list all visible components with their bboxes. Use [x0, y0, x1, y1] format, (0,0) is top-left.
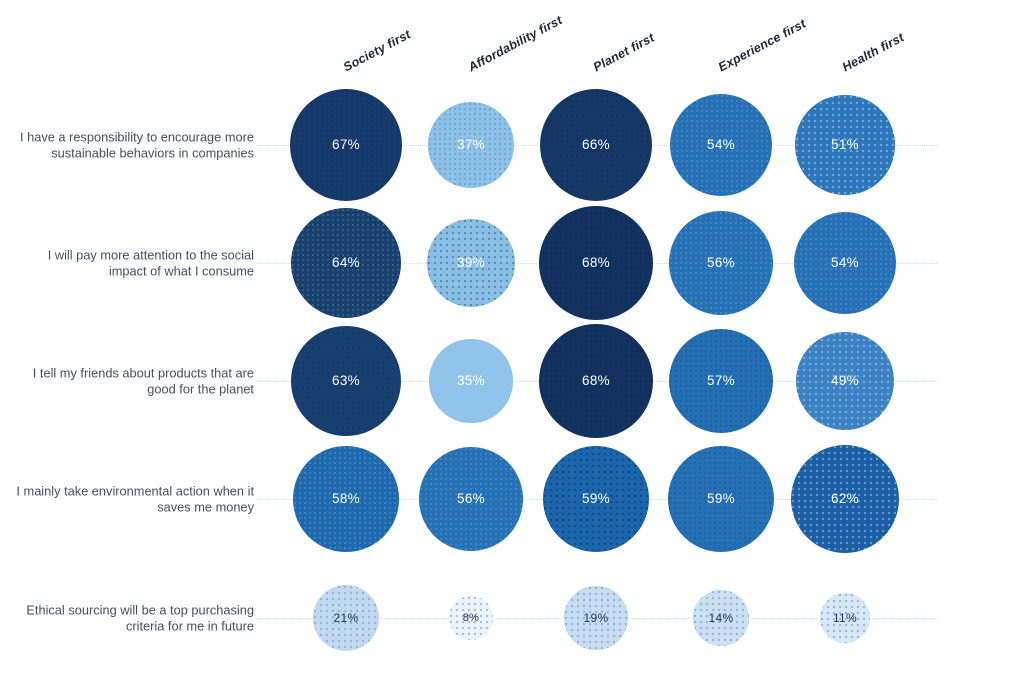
bubble-value: 68% — [582, 255, 610, 271]
bubble-value: 56% — [707, 255, 735, 271]
bubble-value: 64% — [332, 255, 360, 271]
bubble-value: 39% — [457, 255, 485, 271]
bubble-value: 56% — [457, 491, 485, 507]
bubble-value: 68% — [582, 373, 610, 389]
bubble-r3-c1: 63% — [291, 326, 401, 436]
bubble-value: 8% — [462, 611, 480, 624]
column-header-2: Affordability first — [466, 13, 565, 75]
bubble-r3-c4: 57% — [668, 328, 774, 434]
bubble-r5-c4: 14% — [693, 590, 749, 646]
bubble-r3-c3: 68% — [539, 324, 653, 438]
bubble-r4-c5: 62% — [790, 444, 900, 554]
bubble-r4-c1: 58% — [293, 446, 399, 552]
column-header-5: Health first — [840, 30, 907, 75]
bubble-value: 37% — [457, 137, 485, 153]
bubble-value: 62% — [831, 491, 859, 507]
row-label-4: I mainly take environmental action when … — [16, 483, 254, 514]
column-header-3: Planet first — [591, 30, 657, 75]
bubble-value: 35% — [457, 373, 485, 389]
bubble-r2-c2: 39% — [427, 219, 515, 307]
bubble-value: 58% — [332, 491, 360, 507]
row-label-1: I have a responsibility to encourage mor… — [19, 129, 254, 160]
bubble-r5-c1: 21% — [313, 585, 379, 651]
bubble-value: 66% — [582, 137, 610, 153]
row-label-3: I tell my friends about products that ar… — [32, 365, 254, 396]
bubble-r5-c5: 11% — [820, 593, 870, 643]
bubble-r1-c3: 66% — [539, 88, 652, 201]
bubble-r5-c3: 19% — [564, 586, 628, 650]
bubble-r2-c5: 54% — [794, 212, 896, 314]
bubble-r3-c5: 49% — [796, 332, 894, 430]
bubble-r1-c4: 54% — [670, 94, 772, 196]
row-label-2: I will pay more attention to the social … — [47, 247, 254, 278]
bubble-r2-c1: 64% — [290, 207, 402, 319]
bubble-r1-c5: 51% — [795, 95, 895, 195]
bubble-value: 63% — [332, 373, 360, 389]
bubble-value: 11% — [832, 610, 857, 625]
bubble-r4-c2: 56% — [419, 447, 523, 551]
bubble-value: 49% — [831, 373, 859, 389]
bubble-r1-c1: 67% — [289, 88, 403, 202]
bubble-r4-c4: 59% — [667, 445, 775, 553]
bubble-value: 54% — [707, 137, 735, 153]
column-header-1: Society first — [341, 27, 414, 75]
bubble-r2-c3: 68% — [539, 206, 653, 320]
bubble-value: 59% — [582, 491, 610, 507]
bubble-r4-c3: 59% — [542, 445, 650, 553]
bubble-value: 21% — [333, 610, 359, 625]
bubble-value: 67% — [332, 137, 360, 153]
bubble-value: 51% — [831, 137, 859, 153]
bubble-value: 19% — [583, 610, 609, 625]
bubble-value: 14% — [708, 610, 734, 625]
bubble-r1-c2: 37% — [428, 102, 514, 188]
bubble-r5-c2: 8% — [449, 596, 493, 640]
bubble-value: 59% — [707, 491, 735, 507]
bubble-r3-c2: 35% — [429, 339, 513, 423]
row-label-5: Ethical sourcing will be a top purchasin… — [26, 602, 254, 633]
bubble-value: 57% — [707, 373, 735, 389]
column-header-4: Experience first — [716, 16, 809, 75]
bubble-r2-c4: 56% — [669, 211, 773, 315]
bubble-value: 54% — [831, 255, 859, 271]
